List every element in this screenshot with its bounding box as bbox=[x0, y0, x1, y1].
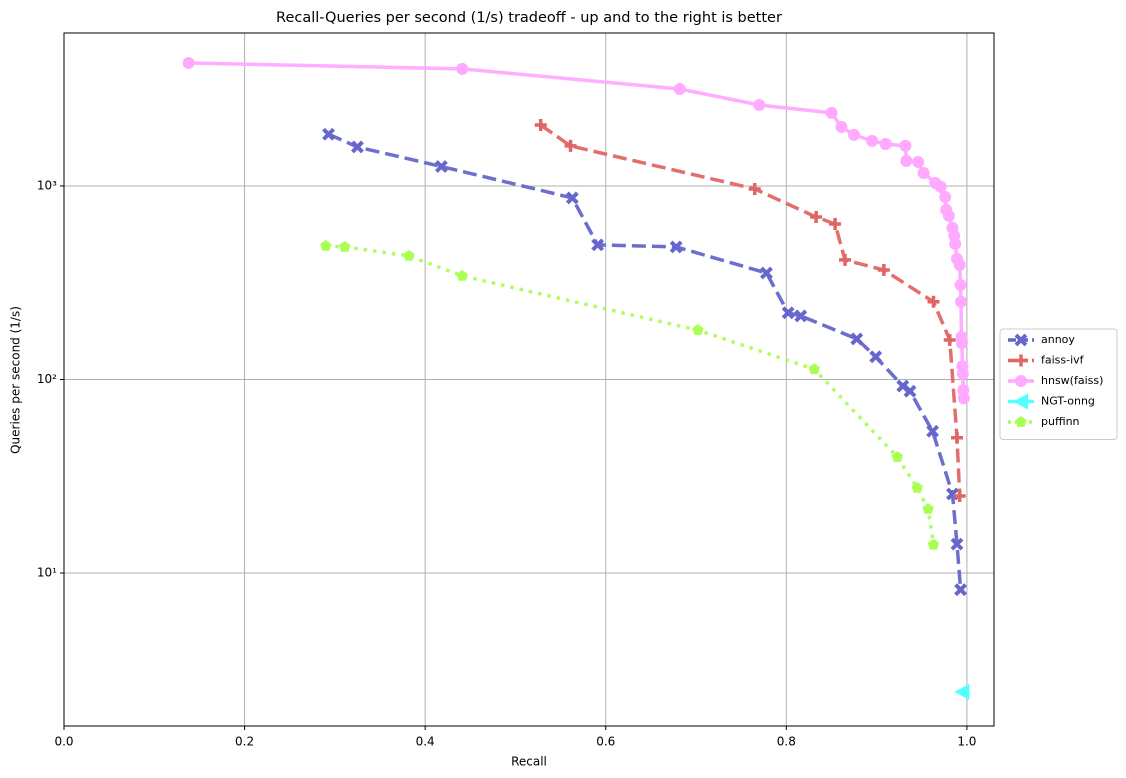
marker bbox=[825, 106, 838, 119]
marker bbox=[848, 128, 861, 141]
marker bbox=[182, 56, 195, 69]
legend-label: puffinn bbox=[1041, 415, 1080, 428]
marker bbox=[753, 98, 766, 111]
marker bbox=[950, 431, 963, 444]
x-tick-label: 1.0 bbox=[957, 735, 976, 749]
marker bbox=[810, 211, 823, 224]
marker bbox=[950, 537, 964, 551]
marker bbox=[926, 424, 940, 438]
x-tick-label: 0.4 bbox=[416, 735, 435, 749]
legend-label: faiss-ivf bbox=[1041, 354, 1085, 367]
marker bbox=[934, 180, 947, 193]
marker bbox=[927, 295, 940, 308]
legend-marker bbox=[1013, 393, 1028, 410]
marker bbox=[850, 332, 864, 346]
legend-marker bbox=[1015, 375, 1027, 387]
legend-label: annoy bbox=[1041, 333, 1075, 346]
series-line bbox=[325, 244, 936, 545]
marker bbox=[829, 217, 842, 230]
legend-box bbox=[999, 328, 1118, 440]
marker bbox=[339, 240, 351, 252]
marker bbox=[808, 363, 820, 375]
marker bbox=[794, 309, 808, 323]
marker bbox=[435, 160, 448, 173]
marker bbox=[943, 333, 956, 346]
marker bbox=[565, 191, 579, 205]
marker bbox=[456, 62, 469, 75]
marker bbox=[869, 350, 883, 364]
series-line bbox=[188, 61, 966, 399]
marker bbox=[939, 190, 952, 203]
x-axis-label: Recall bbox=[511, 755, 547, 769]
marker bbox=[912, 155, 925, 168]
legend-marker bbox=[1015, 354, 1027, 367]
marker bbox=[953, 258, 966, 271]
marker bbox=[891, 451, 904, 462]
series-line bbox=[327, 132, 963, 590]
marker bbox=[955, 295, 968, 308]
marker bbox=[673, 82, 686, 95]
legend-label: NGT-onng bbox=[1041, 395, 1095, 408]
x-tick-label: 0.2 bbox=[235, 735, 254, 749]
marker bbox=[957, 392, 970, 405]
marker bbox=[866, 134, 879, 147]
legend-marker bbox=[1014, 333, 1028, 347]
marker bbox=[954, 583, 968, 597]
marker bbox=[942, 209, 955, 222]
marker bbox=[564, 139, 577, 152]
x-tick-label: 0.0 bbox=[54, 735, 73, 749]
y-tick-label: 10³ bbox=[37, 178, 57, 192]
marker bbox=[903, 384, 917, 398]
x-tick-label: 0.8 bbox=[777, 735, 796, 749]
marker bbox=[911, 482, 923, 493]
marker bbox=[954, 278, 967, 291]
marker bbox=[669, 240, 683, 254]
marker bbox=[953, 490, 966, 502]
marker bbox=[351, 140, 364, 154]
marker bbox=[956, 367, 969, 380]
y-tick-label: 10² bbox=[37, 372, 57, 386]
marker bbox=[877, 263, 890, 276]
y-axis-label: Queries per second (1/s) bbox=[9, 306, 23, 454]
chart-title: Recall-Queries per second (1/s) tradeoff… bbox=[276, 10, 782, 26]
marker bbox=[781, 306, 795, 320]
series-line bbox=[539, 123, 962, 497]
marker bbox=[403, 249, 415, 261]
marker bbox=[320, 239, 332, 251]
marker bbox=[591, 238, 605, 252]
marker bbox=[899, 139, 912, 152]
marker bbox=[927, 538, 940, 550]
marker bbox=[760, 266, 773, 280]
legend-marker bbox=[1015, 416, 1027, 427]
marker bbox=[839, 253, 852, 266]
marker bbox=[922, 503, 934, 514]
marker bbox=[456, 269, 468, 281]
marker bbox=[955, 337, 968, 350]
marker bbox=[879, 137, 892, 150]
marker bbox=[692, 324, 704, 335]
marker bbox=[954, 683, 970, 700]
marker bbox=[917, 166, 930, 179]
marker bbox=[900, 154, 913, 167]
legend: annoy faiss-ivf hnsw(faiss) NGT-onng puffinn bbox=[999, 328, 1118, 440]
legend-label: hnsw(faiss) bbox=[1041, 374, 1103, 387]
plot-frame bbox=[63, 32, 995, 727]
marker bbox=[949, 237, 962, 250]
marker bbox=[748, 182, 761, 195]
marker bbox=[534, 118, 547, 131]
marker bbox=[835, 120, 848, 133]
x-tick-label: 0.6 bbox=[596, 735, 615, 749]
marker bbox=[322, 127, 335, 141]
y-tick-label: 10¹ bbox=[37, 566, 57, 580]
